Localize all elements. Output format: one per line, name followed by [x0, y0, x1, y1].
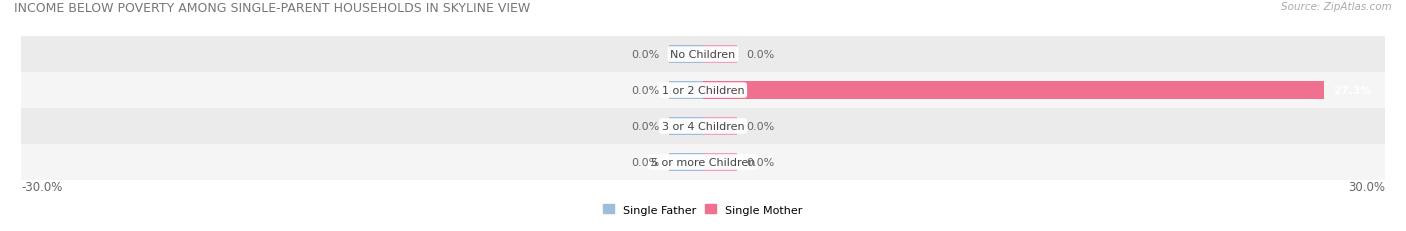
Text: 3 or 4 Children: 3 or 4 Children: [662, 122, 744, 131]
Bar: [21, 37, 1385, 73]
Text: 5 or more Children: 5 or more Children: [651, 157, 755, 167]
Bar: [669, 46, 703, 64]
Bar: [703, 117, 737, 136]
Text: 0.0%: 0.0%: [631, 86, 659, 96]
Text: 0.0%: 0.0%: [631, 122, 659, 131]
Bar: [669, 117, 703, 136]
Bar: [703, 153, 737, 172]
Text: 27.3%: 27.3%: [1333, 86, 1371, 96]
Text: INCOME BELOW POVERTY AMONG SINGLE-PARENT HOUSEHOLDS IN SKYLINE VIEW: INCOME BELOW POVERTY AMONG SINGLE-PARENT…: [14, 2, 530, 15]
Bar: [669, 81, 703, 100]
Text: 0.0%: 0.0%: [747, 122, 775, 131]
Text: 1 or 2 Children: 1 or 2 Children: [662, 86, 744, 96]
Bar: [21, 109, 1385, 144]
Text: 0.0%: 0.0%: [747, 157, 775, 167]
Text: 30.0%: 30.0%: [1348, 180, 1385, 193]
Text: Source: ZipAtlas.com: Source: ZipAtlas.com: [1281, 2, 1392, 12]
Text: 0.0%: 0.0%: [747, 50, 775, 60]
Text: 0.0%: 0.0%: [631, 50, 659, 60]
Bar: [21, 144, 1385, 180]
Legend: Single Father, Single Mother: Single Father, Single Mother: [603, 204, 803, 215]
Bar: [703, 81, 1323, 100]
Bar: [703, 46, 737, 64]
Bar: [21, 73, 1385, 109]
Text: -30.0%: -30.0%: [21, 180, 62, 193]
Text: 0.0%: 0.0%: [631, 157, 659, 167]
Bar: [669, 153, 703, 172]
Text: No Children: No Children: [671, 50, 735, 60]
